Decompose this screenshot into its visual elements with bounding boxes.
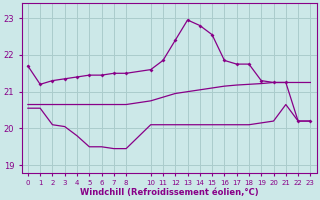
X-axis label: Windchill (Refroidissement éolien,°C): Windchill (Refroidissement éolien,°C) bbox=[80, 188, 259, 197]
